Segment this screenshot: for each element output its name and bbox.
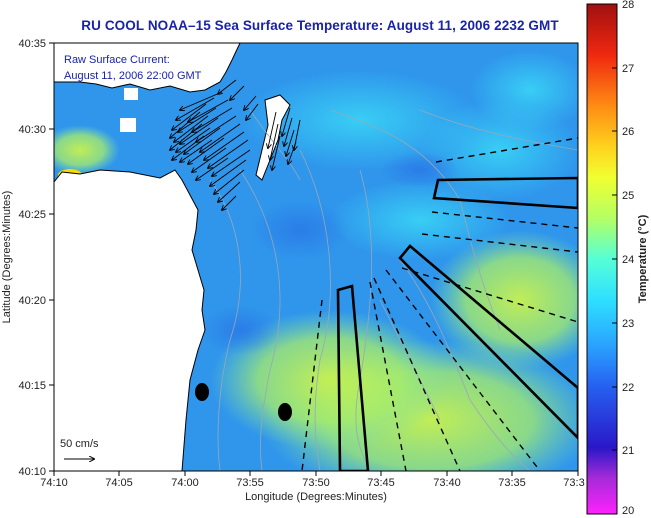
map-plot-area <box>54 43 578 471</box>
new-jersey-land <box>54 169 206 471</box>
survey-transects <box>301 137 578 471</box>
x-tick-label: 74:10 <box>40 477 68 489</box>
colorbar-tick-label: 21 <box>622 445 634 457</box>
colorbar-tick-label: 25 <box>622 190 634 202</box>
cool-water-patch <box>250 200 350 260</box>
no-data-patch <box>124 88 138 100</box>
x-axis: 74:10 74:05 74:00 73:55 73:50 73:45 73:4… <box>40 471 585 503</box>
warm-water-patch <box>54 125 120 175</box>
x-tick-label: 74:00 <box>171 477 199 489</box>
y-tick-label: 40:20 <box>18 295 46 307</box>
bathymetry-contours <box>209 109 578 471</box>
x-tick-label: 73:3 <box>563 477 584 489</box>
station-marker <box>278 403 292 421</box>
colorbar-tick-label: 22 <box>622 382 634 394</box>
colorbar-label: Temperature (°C) <box>637 214 649 303</box>
colorbar-tick-label: 27 <box>622 63 634 75</box>
colorbar-tick-label: 20 <box>622 505 634 517</box>
no-data-patch <box>120 118 136 132</box>
y-tick-label: 40:10 <box>18 466 46 478</box>
colorbar-tick-label: 23 <box>622 318 634 330</box>
y-axis-label: Latitude (Degrees:Minutes) <box>1 191 13 324</box>
colorbar-tick-label: 26 <box>622 126 634 138</box>
x-tick-label: 73:35 <box>498 477 526 489</box>
x-tick-label: 73:45 <box>367 477 395 489</box>
no-data-patch <box>130 182 150 198</box>
x-tick-label: 73:40 <box>433 477 461 489</box>
annotation-line-2: August 11, 2006 22:00 GMT <box>64 70 202 82</box>
warm-water-patch <box>430 230 578 370</box>
scale-vector-label: 50 cm/s <box>60 438 99 450</box>
cool-water-patch <box>200 305 280 355</box>
y-tick-label: 40:30 <box>18 124 46 136</box>
survey-boxes <box>336 176 578 471</box>
colorbar-tick-label: 28 <box>622 0 634 11</box>
cyan-water-patch <box>330 180 510 260</box>
y-tick-label: 40:25 <box>18 209 46 221</box>
y-tick-label: 40:15 <box>18 380 46 392</box>
colorbar-tick-label: 24 <box>622 254 634 266</box>
temperature-colorbar: 28 27 26 25 24 23 22 21 20 Temperature (… <box>586 0 649 517</box>
y-tick-label: 40:35 <box>18 38 46 50</box>
x-axis-label: Longitude (Degrees:Minutes) <box>245 491 387 503</box>
y-axis: 40:35 40:30 40:25 40:20 40:15 40:10 Lati… <box>1 38 54 478</box>
cyan-water-patch <box>470 50 578 130</box>
staten-island-brooklyn-land <box>54 43 241 93</box>
surface-current-vectors <box>170 79 301 210</box>
station-marker <box>195 383 209 401</box>
cyan-water-patch <box>240 70 480 170</box>
map-title: RU COOL NOAA–15 Sea Surface Temperature:… <box>81 18 559 33</box>
x-tick-label: 74:05 <box>105 477 133 489</box>
x-tick-label: 73:55 <box>236 477 264 489</box>
annotation-line-1: Raw Surface Current: <box>64 54 170 66</box>
x-tick-label: 73:50 <box>302 477 330 489</box>
